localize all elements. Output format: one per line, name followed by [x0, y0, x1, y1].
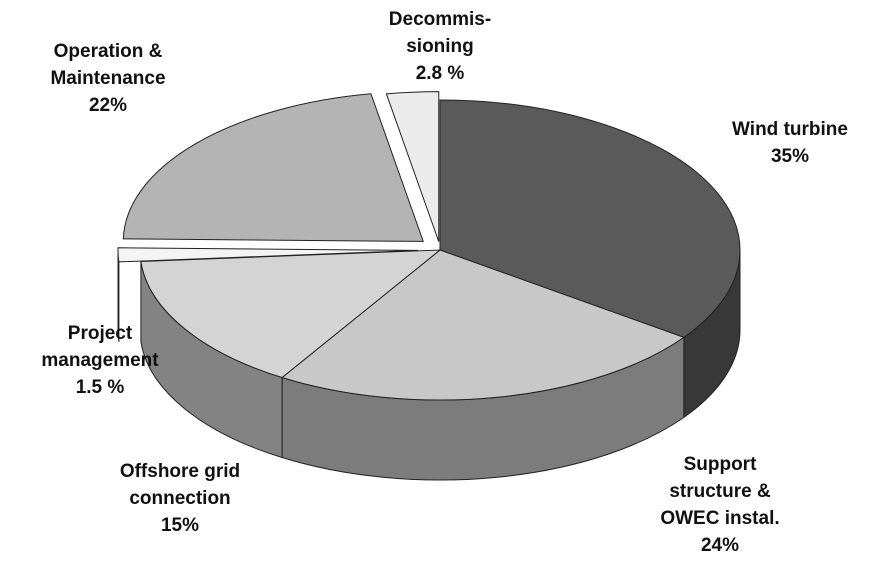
slice-label: structure & — [669, 481, 771, 502]
pie-slice — [439, 99, 741, 338]
pie-slice — [117, 247, 419, 263]
slice-label: Decommis- — [389, 9, 491, 30]
slice-label: sioning — [406, 36, 474, 57]
slice-label: management — [41, 350, 159, 371]
value-label: 2.8 % — [416, 63, 465, 84]
slice-label: Operation & — [54, 41, 163, 62]
slice-label: Maintenance — [50, 68, 165, 89]
value-label: 35% — [771, 146, 809, 167]
pie-slice — [281, 249, 685, 401]
labels: Wind turbine 35% Support structure & OWEC in… — [41, 9, 848, 556]
value-label: 22% — [89, 95, 127, 116]
pie-tops — [117, 91, 741, 401]
slice-label: connection — [129, 488, 230, 509]
pie-slice — [122, 93, 424, 242]
value-label: 15% — [161, 515, 199, 536]
slice-label: Offshore grid — [120, 461, 240, 482]
value-label: 24% — [701, 535, 739, 556]
pie-slice — [140, 249, 442, 379]
slice-label: Wind turbine — [732, 119, 848, 140]
value-label: 1.5 % — [76, 377, 125, 398]
pie-slice — [385, 91, 440, 242]
slice-label: Project — [68, 323, 133, 344]
slice-label: Support — [684, 454, 757, 475]
slice-label: OWEC instal. — [660, 508, 779, 529]
